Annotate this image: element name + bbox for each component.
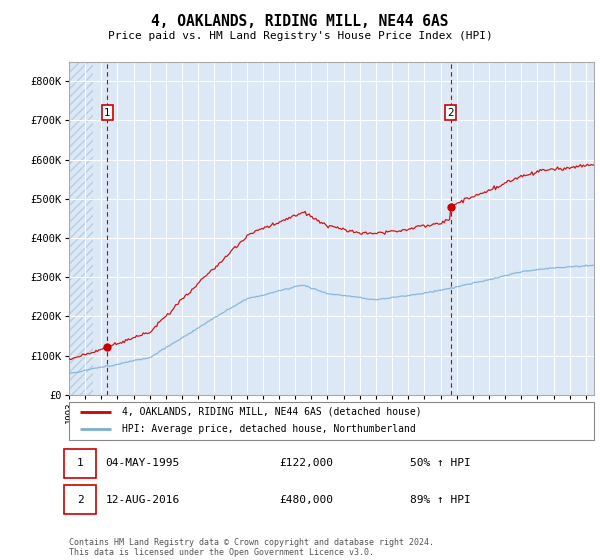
Text: Price paid vs. HM Land Registry's House Price Index (HPI): Price paid vs. HM Land Registry's House … — [107, 31, 493, 41]
Text: Contains HM Land Registry data © Crown copyright and database right 2024.
This d: Contains HM Land Registry data © Crown c… — [69, 538, 434, 557]
Text: HPI: Average price, detached house, Northumberland: HPI: Average price, detached house, Nort… — [121, 424, 415, 435]
Text: 2: 2 — [447, 108, 454, 118]
Text: 1: 1 — [104, 108, 110, 118]
Text: 12-AUG-2016: 12-AUG-2016 — [106, 495, 180, 505]
FancyBboxPatch shape — [69, 402, 594, 440]
Text: 04-MAY-1995: 04-MAY-1995 — [106, 459, 180, 468]
FancyBboxPatch shape — [64, 485, 96, 514]
Text: 2: 2 — [77, 495, 83, 505]
FancyBboxPatch shape — [64, 449, 96, 478]
Text: £480,000: £480,000 — [279, 495, 333, 505]
Text: 89% ↑ HPI: 89% ↑ HPI — [410, 495, 471, 505]
Text: 1: 1 — [77, 459, 83, 468]
Text: £122,000: £122,000 — [279, 459, 333, 468]
Bar — [69, 62, 93, 395]
Text: 4, OAKLANDS, RIDING MILL, NE44 6AS (detached house): 4, OAKLANDS, RIDING MILL, NE44 6AS (deta… — [121, 407, 421, 417]
Text: 4, OAKLANDS, RIDING MILL, NE44 6AS: 4, OAKLANDS, RIDING MILL, NE44 6AS — [151, 14, 449, 29]
Text: 50% ↑ HPI: 50% ↑ HPI — [410, 459, 471, 468]
